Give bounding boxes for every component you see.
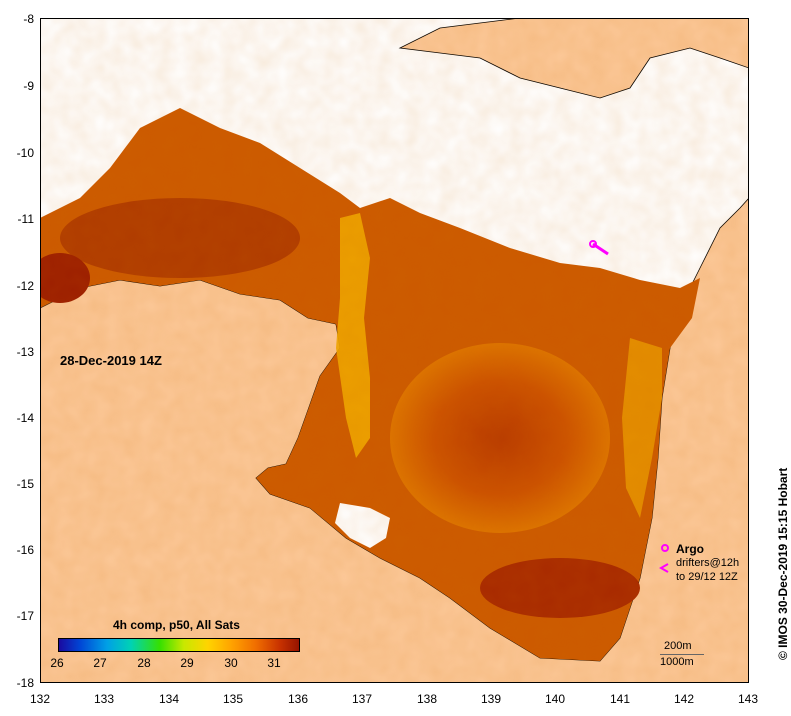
x-tick-label: 138: [416, 692, 438, 706]
x-tick-label: 132: [29, 692, 51, 706]
x-tick-label: 134: [158, 692, 180, 706]
contour-divider: [660, 654, 704, 655]
credit-text: © IMOS 30-Dec-2019 15:15 Hobart: [776, 467, 790, 660]
y-tick-label: -18: [16, 676, 34, 690]
colorbar-tick: 28: [137, 656, 151, 670]
x-tick-label: 140: [544, 692, 566, 706]
x-tick-label: 139: [480, 692, 502, 706]
y-tick-label: -13: [16, 345, 34, 359]
sst-texture: [40, 18, 749, 683]
colorbar-tick: 29: [180, 656, 194, 670]
y-tick-label: -16: [16, 543, 34, 557]
argo-icon: [660, 543, 670, 556]
colorbar-tick: 27: [93, 656, 107, 670]
x-tick-label: 142: [673, 692, 695, 706]
map-timestamp: 28-Dec-2019 14Z: [60, 353, 162, 368]
legend-drifters-sub: to 29/12 12Z: [676, 571, 738, 583]
y-tick-label: -11: [17, 212, 34, 226]
sst-map: [40, 18, 749, 683]
colorbar-tick: 30: [224, 656, 238, 670]
y-tick-label: -17: [16, 609, 34, 623]
colorbar-tick: 31: [267, 656, 281, 670]
legend-argo-label: Argo: [676, 542, 704, 556]
y-tick-label: -8: [23, 12, 34, 26]
legend-drifters-label: drifters@12h: [676, 557, 740, 569]
map-canvas: [40, 18, 749, 683]
colorbar-title: 4h comp, p50, All Sats: [113, 618, 240, 632]
y-tick-label: -15: [16, 477, 34, 491]
x-tick-label: 135: [222, 692, 244, 706]
x-tick-label: 136: [287, 692, 309, 706]
x-tick-label: 133: [93, 692, 115, 706]
y-tick-label: -9: [23, 79, 34, 93]
colorbar-tick: 26: [50, 656, 64, 670]
x-tick-label: 137: [351, 692, 373, 706]
x-tick-label: 143: [737, 692, 759, 706]
map-frame-ticks: [40, 18, 749, 683]
y-tick-label: -12: [16, 279, 34, 293]
y-tick-label: -10: [16, 146, 34, 160]
colorbar: [58, 638, 300, 652]
y-tick-label: -14: [16, 411, 34, 425]
x-tick-label: 141: [609, 692, 631, 706]
argo-float-marker: [589, 240, 609, 256]
contour-1000m-label: 1000m: [660, 656, 694, 668]
drifter-arrow-icon: [658, 562, 670, 577]
contour-200m-label: 200m: [664, 640, 692, 652]
